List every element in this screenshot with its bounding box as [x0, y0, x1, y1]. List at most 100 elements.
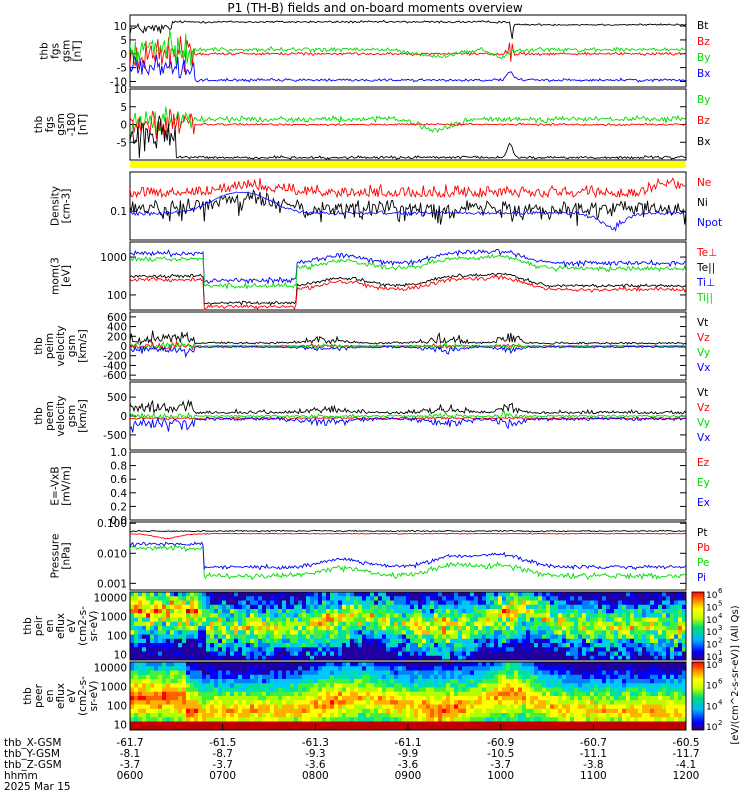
heatmap-cell — [670, 600, 675, 606]
heatmap-cell — [298, 655, 303, 661]
heatmap-cell — [438, 617, 443, 623]
heatmap-cell — [418, 662, 423, 667]
heatmap-cell — [166, 704, 171, 710]
heatmap-cell — [298, 670, 303, 676]
heatmap-cell — [166, 696, 171, 701]
heatmap-cell — [418, 666, 423, 671]
heatmap-cell — [642, 662, 647, 667]
heatmap-cell — [502, 651, 507, 657]
heatmap-cell — [606, 687, 611, 693]
heatmap-cell — [326, 630, 331, 635]
heatmap-cell — [342, 600, 347, 606]
heatmap-cell — [458, 725, 463, 731]
y-axis-label-line: peim — [44, 333, 56, 359]
heatmap-cell — [250, 717, 255, 722]
heatmap-cell — [138, 600, 143, 606]
heatmap-cell — [298, 634, 303, 640]
heatmap-cell — [322, 713, 327, 718]
heatmap-cell — [662, 674, 667, 680]
heatmap-cell — [222, 626, 227, 631]
heatmap-cell — [546, 613, 551, 618]
heatmap-cell — [382, 596, 387, 601]
heatmap-cell — [202, 691, 207, 697]
heatmap-cell — [626, 713, 631, 718]
heatmap-cell — [486, 674, 491, 680]
heatmap-cell — [494, 674, 499, 680]
heatmap-cell — [598, 638, 603, 644]
heatmap-cell — [590, 617, 595, 623]
heatmap-cell — [210, 613, 215, 618]
heatmap-cell — [474, 600, 479, 606]
heatmap-cell — [350, 674, 355, 680]
heatmap-cell — [334, 604, 339, 610]
heatmap-cell — [246, 643, 251, 648]
heatmap-cell — [522, 717, 527, 722]
heatmap-cell — [418, 674, 423, 680]
heatmap-cell — [478, 655, 483, 661]
heatmap-cell — [450, 600, 455, 606]
heatmap-cell — [390, 679, 395, 684]
heatmap-cell — [550, 617, 555, 623]
heatmap-cell — [198, 666, 203, 671]
heatmap-cell — [418, 596, 423, 601]
heatmap-cell — [634, 638, 639, 644]
heatmap-cell — [250, 638, 255, 644]
heatmap-cell — [386, 674, 391, 680]
heatmap-cell — [330, 621, 335, 627]
heatmap-cell — [574, 700, 579, 705]
heatmap-cell — [394, 721, 399, 727]
heatmap-cell — [466, 721, 471, 727]
series-by — [130, 106, 686, 138]
heatmap-cell — [654, 621, 659, 627]
heatmap-cell — [330, 674, 335, 680]
heatmap-cell — [394, 696, 399, 701]
heatmap-cell — [362, 626, 367, 631]
heatmap-cell — [646, 670, 651, 676]
heatmap-cell — [190, 696, 195, 701]
heatmap-cell — [230, 613, 235, 618]
heatmap-cell — [650, 604, 655, 610]
heatmap-cell — [562, 687, 567, 693]
heatmap-cell — [154, 691, 159, 697]
heatmap-cell — [182, 725, 187, 731]
heatmap-cell — [198, 674, 203, 680]
heatmap-cell — [310, 638, 315, 644]
y-tick-label: 500 — [107, 392, 127, 404]
heatmap-cell — [630, 704, 635, 710]
heatmap-cell — [334, 592, 339, 597]
heatmap-cell — [682, 613, 687, 618]
heatmap-cell — [174, 674, 179, 680]
heatmap-cell — [282, 687, 287, 693]
heatmap-cell — [586, 621, 591, 627]
heatmap-cell — [366, 604, 371, 610]
heatmap-cell — [434, 700, 439, 705]
heatmap-cell — [534, 687, 539, 693]
heatmap-cell — [494, 696, 499, 701]
heatmap-cell — [258, 596, 263, 601]
heatmap-cell — [358, 704, 363, 710]
heatmap-cell — [294, 687, 299, 693]
heatmap-cell — [454, 696, 459, 701]
heatmap-cell — [526, 621, 531, 627]
heatmap-cell — [406, 704, 411, 710]
heatmap-cell — [398, 613, 403, 618]
heatmap-cell — [366, 609, 371, 614]
heatmap-cell — [374, 670, 379, 676]
heatmap-cell — [314, 600, 319, 606]
heatmap-cell — [294, 708, 299, 714]
heatmap-cell — [510, 691, 515, 697]
heatmap-cell — [390, 691, 395, 697]
heatmap-cell — [326, 721, 331, 727]
heatmap-cell — [158, 626, 163, 631]
heatmap-cell — [642, 634, 647, 640]
heatmap-cell — [598, 704, 603, 710]
heatmap-cell — [294, 674, 299, 680]
heatmap-cell — [530, 666, 535, 671]
heatmap-cell — [494, 704, 499, 710]
heatmap-cell — [554, 643, 559, 648]
heatmap-cell — [286, 713, 291, 718]
heatmap-cell — [426, 643, 431, 648]
heatmap-cell — [674, 713, 679, 718]
heatmap-cell — [230, 600, 235, 606]
heatmap-cell — [294, 691, 299, 697]
